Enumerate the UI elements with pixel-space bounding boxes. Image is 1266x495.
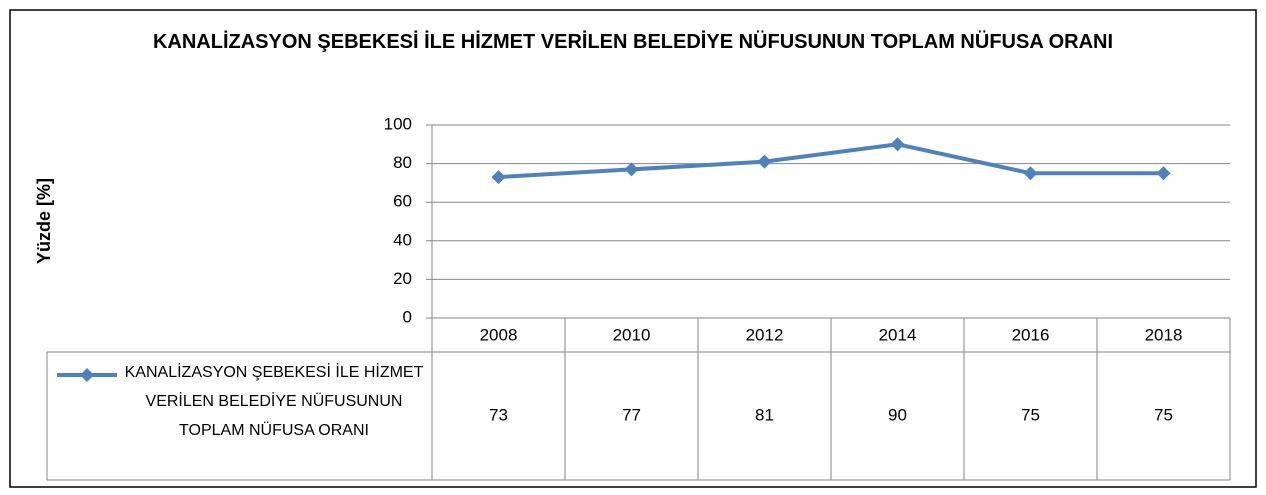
y-tick-label: 20 xyxy=(393,269,412,288)
y-tick-label: 40 xyxy=(393,230,412,249)
y-tick-label: 80 xyxy=(393,153,412,172)
y-tick-label: 0 xyxy=(403,307,412,326)
marker xyxy=(491,170,506,185)
table-value: 81 xyxy=(755,405,774,424)
x-tick-label: 2016 xyxy=(1012,325,1050,344)
y-tick-label: 60 xyxy=(393,192,412,211)
chart-frame xyxy=(9,9,1257,488)
table-value: 90 xyxy=(888,405,907,424)
series-line xyxy=(498,142,1164,180)
x-tick-label: 2018 xyxy=(1145,325,1183,344)
legend-label: KANALİZASYON ŞEBEKESİ İLE HİZMET VERİLEN… xyxy=(124,364,424,439)
marker xyxy=(624,162,639,177)
marker xyxy=(890,137,905,152)
chart-title: KANALİZASYON ŞEBEKESİ İLE HİZMET VERİLEN… xyxy=(152,31,1114,53)
x-tick-label: 2014 xyxy=(879,325,917,344)
y-tick-label: 100 xyxy=(384,114,412,133)
x-tick-label: 2012 xyxy=(746,325,784,344)
y-axis-label: Yüzde [%] xyxy=(34,178,54,264)
table-value: 75 xyxy=(1154,405,1173,424)
marker xyxy=(80,368,94,382)
marker xyxy=(757,154,772,169)
x-tick-label: 2010 xyxy=(613,325,651,344)
table-value: 73 xyxy=(489,405,508,424)
marker xyxy=(1156,166,1171,181)
marker xyxy=(1023,166,1038,181)
table-value: 75 xyxy=(1021,405,1040,424)
x-tick-label: 2008 xyxy=(480,325,518,344)
table-value: 77 xyxy=(622,405,641,424)
